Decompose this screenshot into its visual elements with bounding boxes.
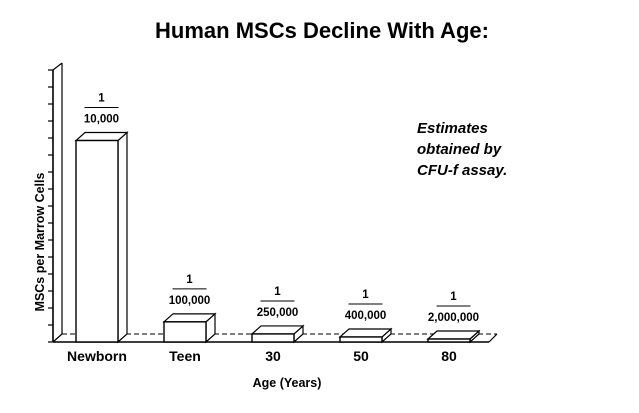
bar-side <box>117 131 128 344</box>
x-tick-label: 50 <box>353 348 369 364</box>
bar-4 <box>426 329 481 344</box>
annotation-line-3: CFU-f assay. <box>417 162 507 179</box>
bar-front <box>251 333 295 343</box>
data-label-denominator: 10,000 <box>84 114 119 126</box>
x-tick-label: 80 <box>441 348 457 364</box>
x-axis-right-edge <box>488 333 498 343</box>
data-label-1: 1 100,000 <box>169 274 211 307</box>
data-label-numerator: 1 <box>98 93 105 105</box>
y-axis-top-edge <box>52 62 63 71</box>
x-tick-labels: Newborn Teen 30 50 80 <box>67 348 457 364</box>
bar-top <box>74 131 129 142</box>
annotation-line-2: obtained by <box>417 141 502 158</box>
x-tick-label: 30 <box>265 348 281 364</box>
bar-front <box>427 338 471 343</box>
bar-front <box>163 321 207 343</box>
data-label-numerator: 1 <box>362 289 369 301</box>
data-label-denominator: 400,000 <box>345 310 387 322</box>
bar-2 <box>250 324 305 344</box>
bars <box>74 131 481 344</box>
bar-top <box>162 313 217 323</box>
bar-top <box>250 325 305 335</box>
x-axis-label: Age (Years) <box>253 376 322 390</box>
bar-1 <box>162 312 217 344</box>
bar-3 <box>338 327 393 344</box>
bar-front <box>75 139 119 343</box>
bar-labels: 1 10,000 1 100,000 1 250,000 1 400,000 1 2,000,00… <box>84 93 479 324</box>
data-label-0: 1 10,000 <box>84 93 119 126</box>
y-axis-label: MSCs per Marrow Cells <box>33 172 47 311</box>
data-label-numerator: 1 <box>186 274 193 286</box>
data-label-numerator: 1 <box>450 291 457 303</box>
x-axis-corner-edge <box>52 333 63 343</box>
data-label-denominator: 2,000,000 <box>428 312 479 324</box>
data-label-4: 1 2,000,000 <box>428 291 479 324</box>
data-label-numerator: 1 <box>274 286 281 298</box>
data-label-3: 1 400,000 <box>345 289 387 322</box>
bar-top <box>338 328 393 338</box>
x-tick-label: Newborn <box>67 348 127 364</box>
annotation-line-1: Estimates <box>417 120 488 137</box>
data-label-denominator: 100,000 <box>169 295 211 307</box>
chart-title: Human MSCs Decline With Age: <box>155 18 489 43</box>
data-label-2: 1 250,000 <box>257 286 299 319</box>
bar-0 <box>74 131 129 344</box>
y-ticks <box>48 69 53 343</box>
data-label-denominator: 250,000 <box>257 307 299 319</box>
x-tick-label: Teen <box>169 348 201 364</box>
bar-front <box>339 336 383 343</box>
bar-top <box>426 330 481 340</box>
annotation-note: Estimates obtained by CFU-f assay. <box>417 120 507 179</box>
